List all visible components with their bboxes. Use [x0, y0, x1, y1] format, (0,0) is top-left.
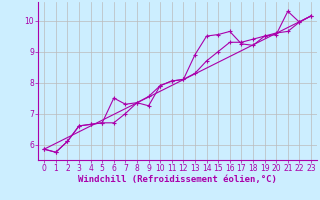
- X-axis label: Windchill (Refroidissement éolien,°C): Windchill (Refroidissement éolien,°C): [78, 175, 277, 184]
